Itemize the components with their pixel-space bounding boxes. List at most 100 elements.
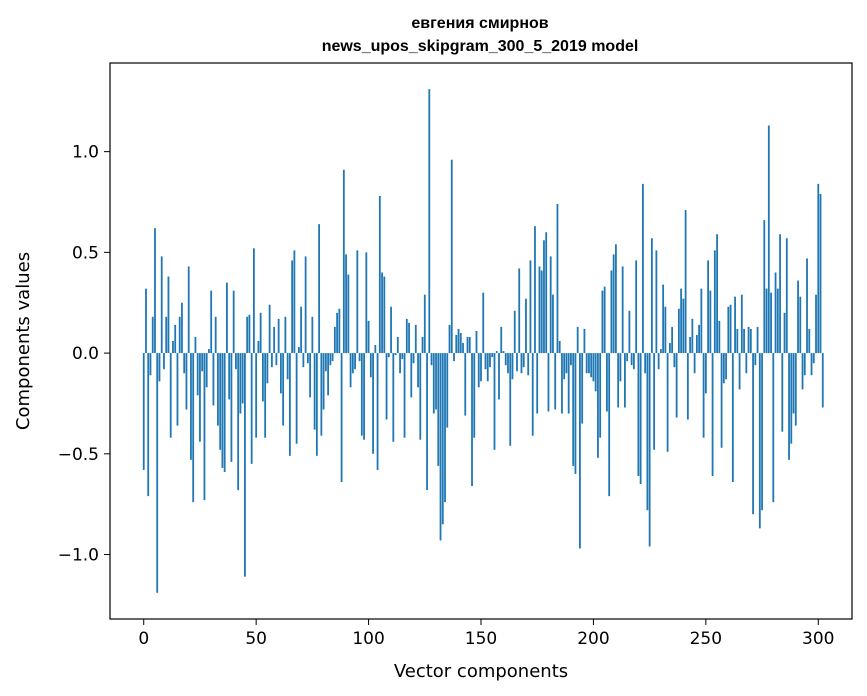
- bar: [774, 272, 777, 354]
- x-tick-label: 0: [138, 629, 149, 649]
- bar: [163, 353, 165, 370]
- bar: [738, 353, 741, 390]
- bar: [392, 353, 395, 442]
- bar: [653, 353, 656, 450]
- bar: [145, 288, 147, 354]
- bar: [484, 353, 487, 370]
- bar: [466, 336, 469, 354]
- bar: [151, 316, 154, 354]
- y-tick-label: −0.5: [58, 445, 99, 465]
- bar: [401, 353, 404, 360]
- bar: [338, 308, 341, 354]
- bar: [740, 294, 743, 354]
- bar: [147, 353, 150, 497]
- bar: [561, 353, 563, 414]
- bar: [504, 353, 507, 366]
- bar: [540, 270, 543, 354]
- bar: [655, 250, 658, 354]
- bar: [495, 351, 498, 354]
- bar: [498, 353, 500, 400]
- bar: [176, 353, 179, 426]
- bar: [477, 353, 480, 388]
- bar: [149, 353, 152, 376]
- bar: [331, 353, 334, 362]
- bar: [574, 353, 577, 474]
- x-tick-label: 200: [577, 629, 609, 649]
- bar: [792, 353, 795, 414]
- bar: [509, 353, 512, 446]
- bar: [221, 353, 224, 468]
- bar: [417, 353, 419, 388]
- bar: [684, 210, 687, 354]
- bar: [547, 353, 550, 412]
- bar: [693, 353, 696, 374]
- bar: [630, 353, 633, 366]
- bar: [736, 328, 739, 354]
- x-tick-label: 100: [352, 629, 384, 649]
- bar: [619, 353, 622, 382]
- bar: [806, 258, 808, 354]
- bar: [599, 353, 602, 438]
- bar: [572, 353, 575, 466]
- bar: [763, 220, 766, 354]
- bar: [154, 228, 156, 354]
- bar: [367, 320, 370, 354]
- bar: [273, 326, 276, 354]
- bar: [563, 353, 566, 380]
- bar: [160, 256, 163, 354]
- bar: [187, 266, 190, 354]
- bar: [423, 294, 426, 354]
- bar: [264, 353, 267, 438]
- bar: [615, 244, 617, 354]
- bar: [232, 290, 235, 354]
- bar: [464, 353, 467, 416]
- bar: [226, 282, 228, 354]
- bar: [612, 254, 615, 354]
- bar: [691, 318, 694, 354]
- bar: [356, 250, 359, 354]
- bar: [772, 353, 775, 503]
- bar: [257, 341, 260, 354]
- bar: [448, 324, 451, 354]
- bar: [779, 234, 781, 354]
- bar: [291, 260, 294, 354]
- bar: [369, 353, 372, 378]
- bar: [662, 284, 665, 354]
- bar: [785, 238, 788, 354]
- bar: [475, 330, 478, 354]
- bar: [399, 353, 401, 374]
- bar: [441, 353, 444, 525]
- bar: [190, 353, 192, 460]
- bar: [536, 353, 539, 414]
- bar: [279, 353, 282, 394]
- bar: [408, 322, 410, 354]
- bar: [286, 353, 289, 380]
- bar: [621, 266, 624, 354]
- y-tick-label: 1.0: [72, 143, 99, 163]
- bar: [428, 89, 431, 354]
- bar: [689, 336, 692, 354]
- x-tick-label: 250: [690, 629, 722, 649]
- bar: [606, 353, 608, 412]
- bar: [394, 353, 397, 356]
- bar: [345, 254, 347, 354]
- bar: [639, 353, 642, 485]
- bar: [704, 353, 707, 394]
- bar: [657, 353, 660, 370]
- bar: [767, 125, 770, 354]
- bar: [734, 296, 736, 354]
- bar: [385, 353, 388, 420]
- bar: [208, 349, 210, 354]
- bar: [426, 353, 428, 491]
- bar: [192, 353, 195, 503]
- bar: [412, 353, 415, 364]
- bar: [372, 353, 374, 454]
- bar: [439, 353, 442, 541]
- bar: [320, 353, 323, 436]
- bar: [471, 353, 473, 487]
- bar: [565, 353, 568, 374]
- bar: [277, 318, 280, 354]
- bar: [626, 353, 629, 362]
- bar: [457, 328, 460, 354]
- bar: [644, 353, 647, 374]
